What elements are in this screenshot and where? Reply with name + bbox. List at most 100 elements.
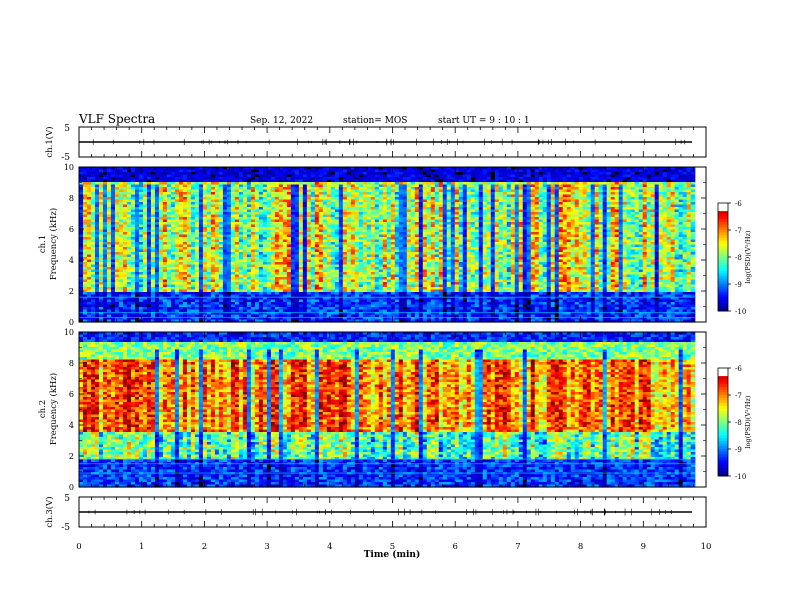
spectrogram-cell xyxy=(94,177,100,181)
spectrogram-cell xyxy=(334,309,340,313)
spectrogram-cell xyxy=(158,299,164,303)
spectrogram-cell xyxy=(282,284,288,288)
spectrogram-cell xyxy=(166,182,172,186)
spectrogram-cell xyxy=(170,319,176,323)
spectrogram-cell xyxy=(350,212,356,216)
spectrogram-cell xyxy=(282,244,288,248)
spectrogram-cell xyxy=(202,192,208,196)
spectrogram-cell xyxy=(266,259,272,263)
spectrogram-cell xyxy=(210,224,216,228)
spectrogram-cell xyxy=(290,252,296,256)
spectrogram-cell xyxy=(286,179,292,183)
spectrogram-cell xyxy=(270,169,276,173)
spectrogram-cell xyxy=(210,174,216,178)
spectrogram-cell xyxy=(242,307,248,311)
spectrogram-cell xyxy=(114,297,120,301)
spectrogram-cell xyxy=(118,249,124,253)
spectrogram-cell xyxy=(270,317,276,321)
spectrogram-cell xyxy=(98,299,104,303)
spectrogram-cell xyxy=(98,177,104,181)
spectrogram-cell xyxy=(178,217,184,221)
spectrogram-cell xyxy=(122,204,128,208)
spectrogram-cell xyxy=(194,304,200,308)
spectrogram-cell xyxy=(322,299,328,303)
spectrogram-cell xyxy=(346,254,352,258)
spectrogram-cell xyxy=(258,269,264,273)
spectrogram-cell xyxy=(138,214,144,218)
spectrogram-cell xyxy=(162,194,168,198)
spectrogram-cell xyxy=(230,242,236,246)
spectrogram-cell xyxy=(166,309,172,313)
spectrogram-cell xyxy=(202,204,208,208)
spectrogram-cell xyxy=(226,294,232,298)
spectrogram-cell xyxy=(114,307,120,311)
spectrogram-cell xyxy=(83,257,88,261)
spectrogram-cell xyxy=(126,259,132,263)
spectrogram-cell xyxy=(142,224,148,228)
spectrogram-cell xyxy=(178,277,184,281)
spectrogram-cell xyxy=(170,172,176,176)
spectrogram-cell xyxy=(290,184,296,188)
spectrogram-cell xyxy=(386,287,392,291)
spectrogram-cell xyxy=(134,197,140,201)
spectrogram-cell xyxy=(270,172,276,176)
spectrogram-cell xyxy=(386,182,392,186)
spectrogram-cell xyxy=(354,177,360,181)
spectrogram-cell xyxy=(194,317,200,321)
spectrogram-cell xyxy=(134,199,140,203)
spectrogram-cell xyxy=(218,277,224,281)
spectrogram-cell xyxy=(202,189,208,193)
spectrogram-cell xyxy=(282,302,288,306)
spectrogram-cell xyxy=(314,237,320,241)
spectrogram-cell xyxy=(142,309,148,313)
spectrogram-cell xyxy=(242,252,248,256)
spectrogram-cell xyxy=(362,229,368,233)
spectrogram-cell xyxy=(90,234,96,238)
spectrogram-cell xyxy=(194,222,200,226)
spectrogram-cell xyxy=(194,307,200,311)
spectrogram-cell xyxy=(122,317,128,321)
spectrogram-cell xyxy=(94,224,100,228)
spectrogram-cell xyxy=(226,252,232,256)
spectrogram-cell xyxy=(170,279,176,283)
spectrogram-cell xyxy=(238,177,244,181)
spectrogram-cell xyxy=(362,279,368,283)
spectrogram-cell xyxy=(266,267,272,271)
spectrogram-cell xyxy=(83,272,88,276)
spectrogram-cell xyxy=(322,217,328,221)
spectrogram-cell xyxy=(278,179,284,183)
spectrogram-cell xyxy=(302,197,308,201)
spectrogram-cell xyxy=(306,312,312,316)
spectrogram-cell xyxy=(206,254,212,258)
spectrogram-cell xyxy=(79,279,84,283)
spectrogram-cell xyxy=(326,237,332,241)
spectrogram-cell xyxy=(246,194,252,198)
spectrogram-cell xyxy=(150,279,156,283)
spectrogram-cell xyxy=(346,239,352,243)
spectrogram-cell xyxy=(94,259,100,263)
spectrogram-cell xyxy=(310,314,316,318)
spectrogram-cell xyxy=(134,259,140,263)
spectrogram-cell xyxy=(202,232,208,236)
spectrogram-cell xyxy=(342,317,348,321)
spectrogram-cell xyxy=(378,264,384,268)
spectrogram-cell xyxy=(358,282,364,286)
spectrogram-cell xyxy=(186,317,192,321)
spectrogram-cell xyxy=(87,199,92,203)
spectrogram-cell xyxy=(342,272,348,276)
spectrogram-cell xyxy=(150,172,156,176)
spectrogram-cell xyxy=(262,182,268,186)
spectrogram-cell xyxy=(134,174,140,178)
spectrogram-cell xyxy=(134,242,140,246)
spectrogram-cell xyxy=(294,212,300,216)
spectrogram-cell xyxy=(290,182,296,186)
spectrogram-cell xyxy=(354,314,360,318)
spectrogram-cell xyxy=(382,312,388,316)
spectrogram-cell xyxy=(338,169,344,173)
spectrogram-cell xyxy=(79,174,84,178)
spectrogram-cell xyxy=(382,249,388,253)
spectrogram-cell xyxy=(202,277,208,281)
spectrogram-cell xyxy=(146,292,152,296)
spectrogram-cell xyxy=(282,219,288,223)
spectrogram-cell xyxy=(378,174,384,178)
